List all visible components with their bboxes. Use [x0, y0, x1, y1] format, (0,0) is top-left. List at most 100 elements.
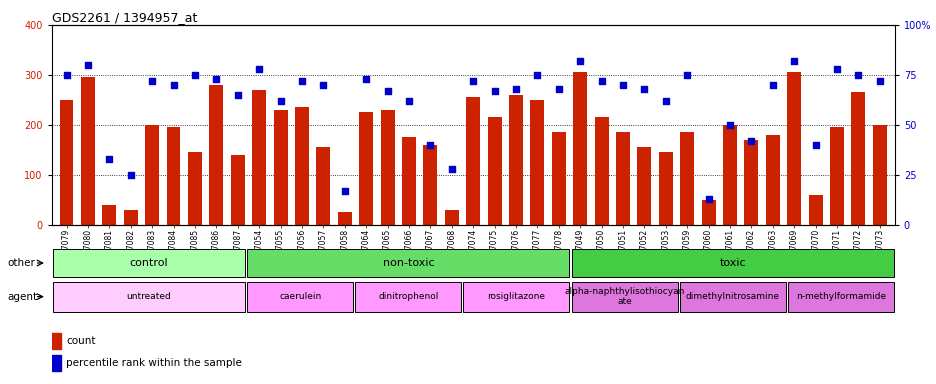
Text: n-methylformamide: n-methylformamide: [795, 292, 885, 301]
Bar: [273, 110, 287, 225]
Point: [615, 82, 630, 88]
Bar: [786, 73, 800, 225]
Bar: [658, 152, 672, 225]
Bar: [358, 113, 373, 225]
Point: [209, 76, 224, 82]
Point: [828, 66, 843, 72]
Bar: [252, 90, 266, 225]
Point: [315, 82, 330, 88]
Bar: [487, 118, 501, 225]
Point: [422, 142, 437, 148]
Point: [444, 166, 459, 172]
Bar: [102, 205, 116, 225]
Text: count: count: [66, 336, 95, 346]
Bar: [744, 140, 757, 225]
Bar: [636, 147, 651, 225]
FancyBboxPatch shape: [571, 249, 893, 277]
Text: dinitrophenol: dinitrophenol: [378, 292, 438, 301]
Bar: [423, 145, 437, 225]
Bar: [52, 333, 61, 349]
Bar: [402, 137, 416, 225]
Point: [252, 66, 267, 72]
Point: [593, 78, 608, 84]
Bar: [680, 132, 694, 225]
Point: [786, 58, 801, 64]
Bar: [188, 152, 201, 225]
Text: rosiglitazone: rosiglitazone: [487, 292, 545, 301]
Point: [166, 82, 181, 88]
Text: untreated: untreated: [126, 292, 171, 301]
Text: alpha-naphthylisothiocyan
ate: alpha-naphthylisothiocyan ate: [563, 287, 684, 306]
FancyBboxPatch shape: [571, 281, 677, 312]
Point: [700, 195, 715, 202]
Point: [765, 82, 780, 88]
Point: [272, 98, 287, 104]
Point: [230, 92, 245, 98]
FancyBboxPatch shape: [247, 249, 569, 277]
Point: [337, 188, 352, 194]
Point: [465, 78, 480, 84]
Bar: [445, 210, 459, 225]
Bar: [209, 85, 223, 225]
Bar: [872, 125, 885, 225]
Bar: [316, 147, 330, 225]
Point: [572, 58, 587, 64]
FancyBboxPatch shape: [52, 249, 245, 277]
Point: [124, 172, 139, 178]
Point: [871, 78, 886, 84]
Bar: [380, 110, 394, 225]
Bar: [60, 100, 73, 225]
Bar: [808, 195, 822, 225]
Point: [80, 62, 95, 68]
Bar: [829, 127, 843, 225]
FancyBboxPatch shape: [247, 281, 353, 312]
Point: [59, 72, 74, 78]
Bar: [295, 108, 309, 225]
Point: [380, 88, 395, 94]
Point: [743, 138, 758, 144]
Text: other: other: [7, 258, 36, 268]
Text: caerulein: caerulein: [279, 292, 321, 301]
Point: [508, 86, 523, 92]
Point: [530, 72, 545, 78]
Bar: [551, 132, 565, 225]
Text: non-toxic: non-toxic: [382, 258, 433, 268]
Point: [850, 72, 865, 78]
Bar: [466, 98, 479, 225]
Text: control: control: [129, 258, 168, 268]
Bar: [338, 212, 351, 225]
Bar: [594, 118, 607, 225]
Bar: [167, 127, 181, 225]
Bar: [530, 100, 544, 225]
Bar: [124, 210, 138, 225]
Bar: [701, 200, 715, 225]
Bar: [80, 78, 95, 225]
Text: toxic: toxic: [719, 258, 745, 268]
FancyBboxPatch shape: [679, 281, 784, 312]
Bar: [145, 125, 159, 225]
Point: [679, 72, 694, 78]
Text: GDS2261 / 1394957_at: GDS2261 / 1394957_at: [51, 11, 197, 24]
Point: [722, 122, 737, 128]
Bar: [573, 73, 587, 225]
FancyBboxPatch shape: [787, 281, 893, 312]
Point: [187, 72, 202, 78]
Bar: [765, 135, 779, 225]
Text: percentile rank within the sample: percentile rank within the sample: [66, 358, 242, 368]
Bar: [230, 155, 244, 225]
Bar: [508, 95, 522, 225]
Point: [358, 76, 373, 82]
Bar: [851, 93, 865, 225]
Text: agent: agent: [7, 291, 37, 302]
Bar: [615, 132, 629, 225]
Point: [658, 98, 673, 104]
Bar: [723, 125, 737, 225]
FancyBboxPatch shape: [355, 281, 461, 312]
Point: [487, 88, 502, 94]
FancyBboxPatch shape: [463, 281, 569, 312]
Point: [401, 98, 416, 104]
Point: [294, 78, 309, 84]
Text: dimethylnitrosamine: dimethylnitrosamine: [685, 292, 779, 301]
Point: [144, 78, 159, 84]
Point: [807, 142, 822, 148]
